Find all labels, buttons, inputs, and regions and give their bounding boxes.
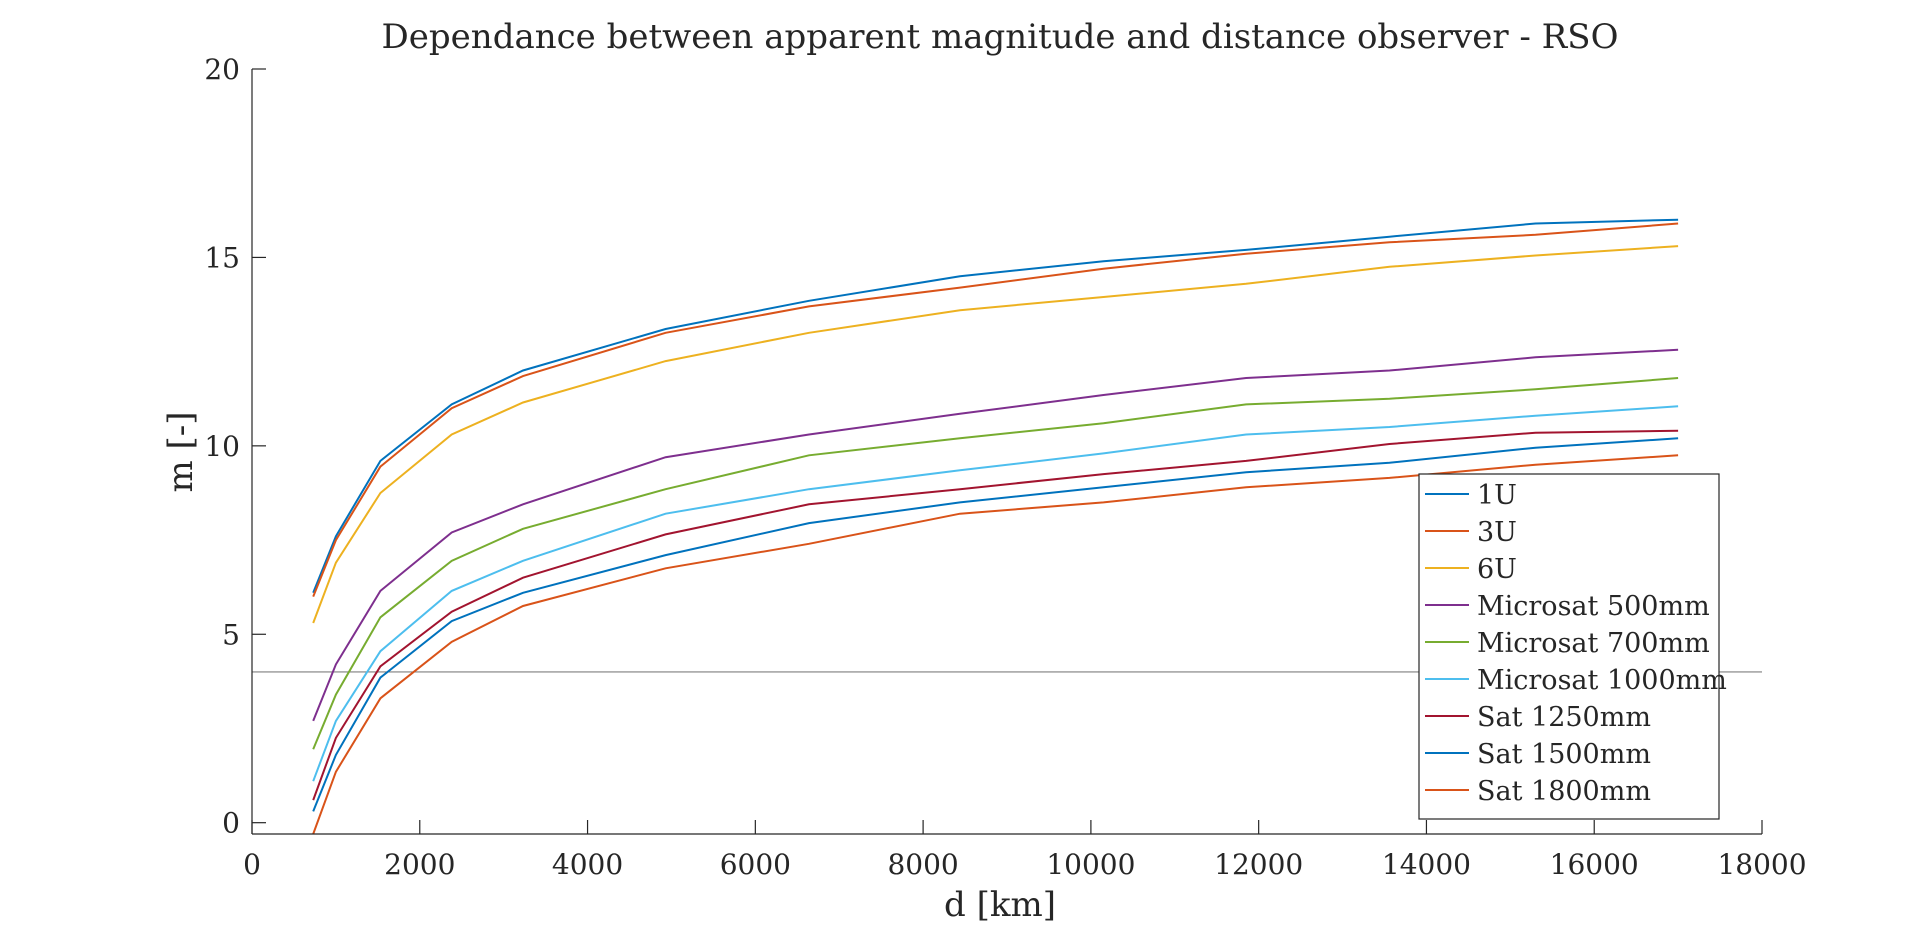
y-tick-label: 0 [222,807,240,840]
x-axis-label: d [km] [944,885,1056,925]
series-line-8 [312,437,1679,812]
series-line-1 [312,218,1679,594]
legend-label: Sat 1250mm [1477,702,1651,733]
series-line-2 [312,222,1679,597]
series-line-4 [312,348,1679,722]
x-tick-label: 14000 [1382,848,1471,881]
legend: 1U 3U 6U Microsat 500mm Microsat 700mm Micros… [1418,473,1727,820]
legend-label: Microsat 500mm [1477,591,1710,622]
x-tick-label: 0 [243,848,261,881]
x-tick-label: 10000 [1046,848,1135,881]
y-tick-label: 15 [204,241,240,274]
x-tick-label: 6000 [720,848,791,881]
y-axis-label: m [-] [161,411,201,492]
axes: 0 2000 4000 6000 8000 10000 12000 14000 16000 180… [204,53,1806,881]
x-tick-label: 18000 [1717,848,1806,881]
series-line-9 [312,454,1679,835]
y-tick-label: 5 [222,618,240,651]
y-tick-label: 10 [204,430,240,463]
legend-label: Sat 1800mm [1477,776,1651,807]
chart-title: Dependance between apparent magnitude an… [382,17,1619,57]
x-tick-label: 12000 [1214,848,1303,881]
plot-area [252,218,1762,835]
y-tick-label: 20 [204,53,240,86]
x-tick-label: 8000 [887,848,958,881]
x-tick-label: 2000 [384,848,455,881]
legend-label: 1U [1477,480,1517,511]
legend-label: 6U [1477,554,1517,585]
legend-label: 3U [1477,517,1517,548]
legend-label: Microsat 1000mm [1477,665,1727,696]
series-line-3 [312,245,1679,624]
legend-label: Sat 1500mm [1477,739,1651,770]
series-line-5 [312,377,1679,750]
legend-label: Microsat 700mm [1477,628,1710,659]
x-tick-label: 16000 [1550,848,1639,881]
series-line-7 [312,429,1679,801]
x-tick-label: 4000 [552,848,623,881]
series-line-6 [312,405,1679,782]
